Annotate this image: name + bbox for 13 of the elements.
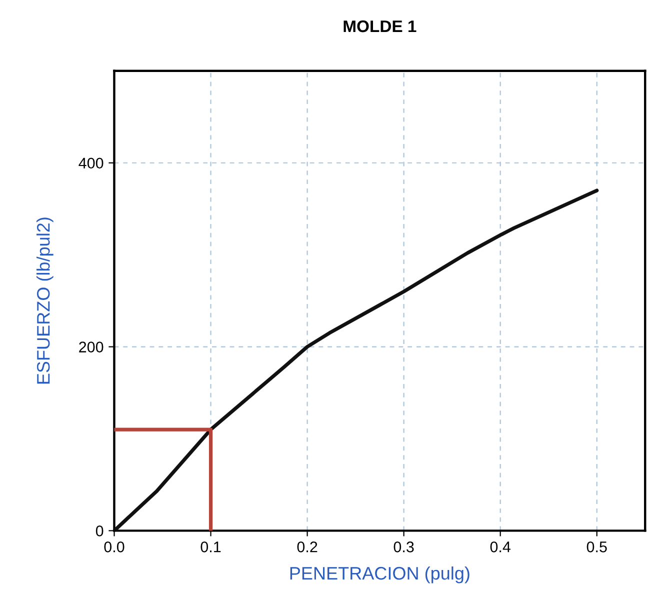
y-tick-label: 200 [79,342,104,352]
y-tick-label: 0 [96,526,104,536]
x-tick-label: 0.2 [297,542,318,552]
chart-title: MOLDE 1 [344,20,416,32]
x-tick-label: 0.5 [586,542,607,552]
y-axis-title: ESFUERZO (lb/pul2) [36,218,54,384]
x-tick-label: 0.1 [200,542,221,552]
x-tick-label: 0.4 [490,542,511,552]
x-tick-label: 0.3 [394,542,414,552]
line-series [114,188,599,531]
x-axis-title: PENETRACION (pulg) [290,566,470,584]
x-tick-label: 0.0 [104,542,124,552]
y-tick-label: 400 [78,158,104,169]
